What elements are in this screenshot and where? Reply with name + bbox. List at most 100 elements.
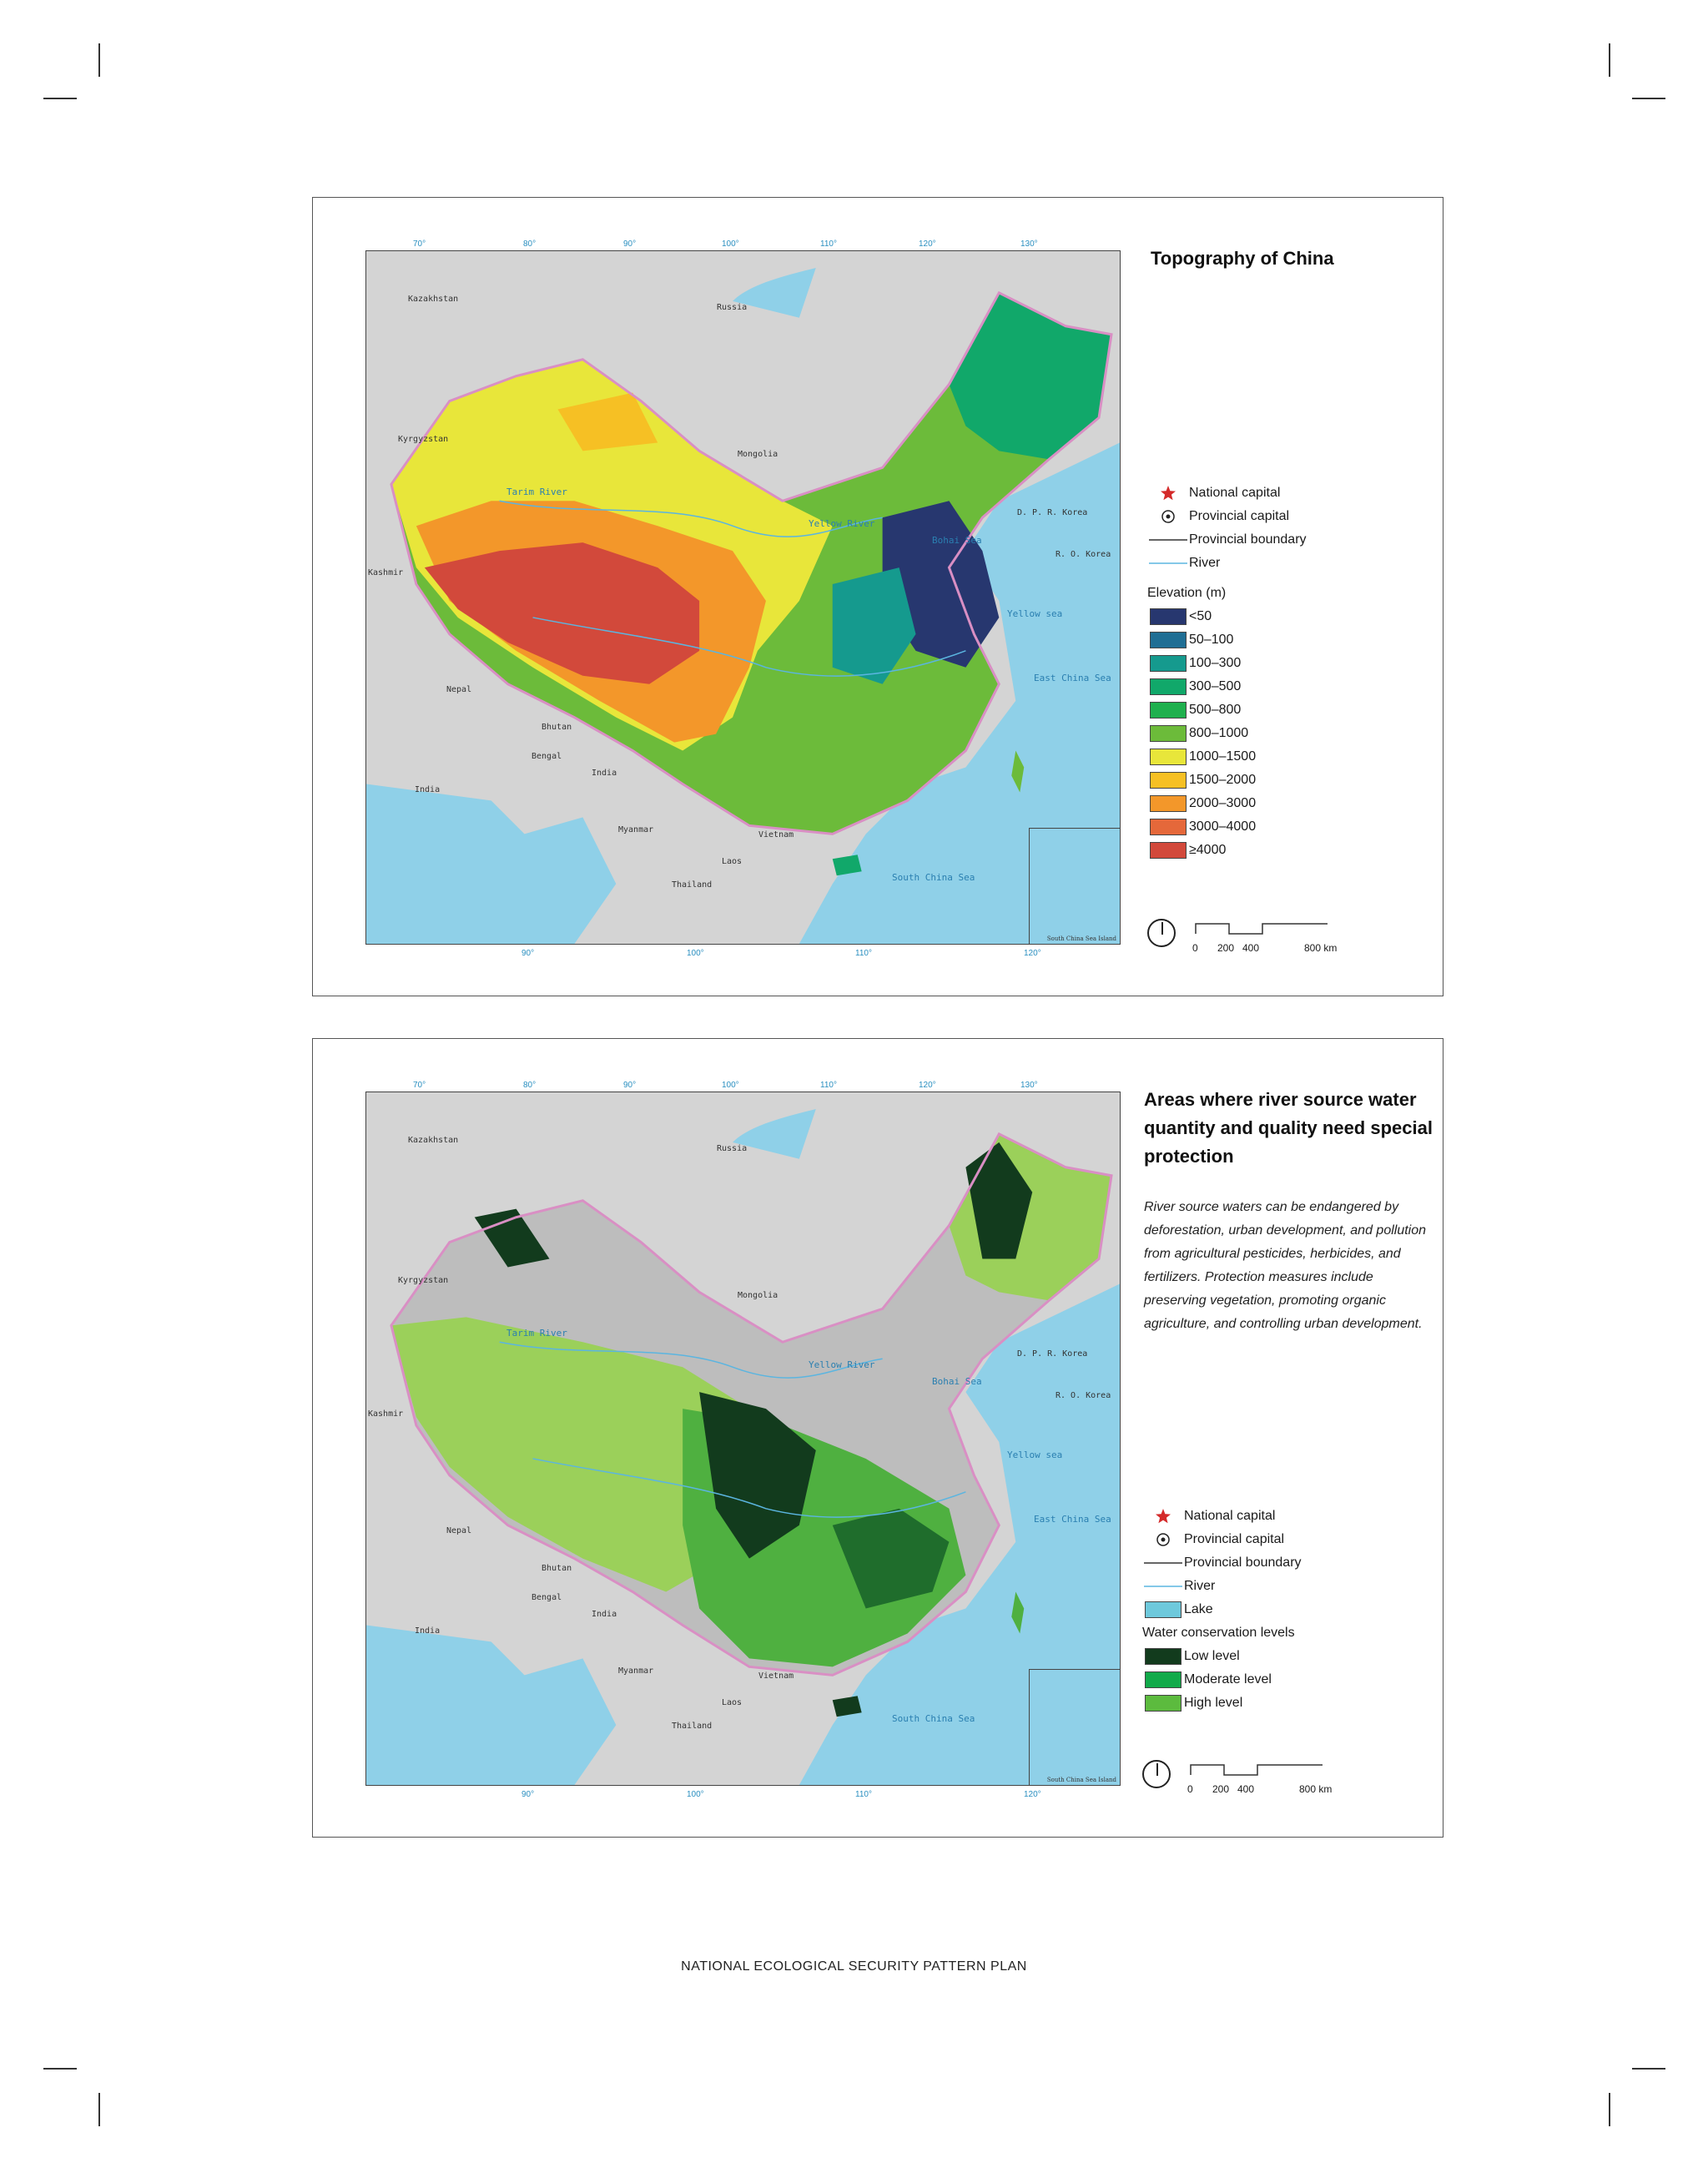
legend-label: Provincial capital [1189, 509, 1290, 523]
lon-tick: 110° [855, 1790, 872, 1799]
legend-class-item: Moderate level [1142, 1668, 1418, 1692]
scale-bar-graphic [1190, 1764, 1323, 1776]
star-icon [1142, 1508, 1184, 1525]
legend-class-label: 2000–3000 [1189, 796, 1257, 810]
country-label: Nepal [446, 685, 472, 694]
topography-panel: 70° 80° 90° 100° 110° 120° 130° 90° 100°… [312, 197, 1443, 996]
lon-tick: 70° [413, 239, 426, 249]
country-label: Kazakhstan [408, 295, 459, 304]
inset-label: South China Sea Island [1046, 935, 1116, 942]
country-label: R. O. Korea [1056, 550, 1111, 559]
country-label: India [592, 1610, 617, 1619]
country-label: Thailand [672, 880, 713, 890]
legend-label: River [1184, 1579, 1216, 1593]
legend-label: River [1189, 556, 1221, 570]
legend-swatch [1147, 632, 1189, 648]
lon-tick: 120° [919, 1081, 936, 1090]
legend-swatch [1147, 772, 1189, 789]
topography-map: Kazakhstan Russia Kyrgyzstan Mongolia Ka… [365, 250, 1121, 945]
lon-tick: 120° [1024, 949, 1041, 958]
crop-mark [1609, 43, 1610, 77]
sea-label: Bohai Sea [932, 1376, 982, 1387]
legend-swatch [1147, 678, 1189, 695]
legend-class-item: 1000–1500 [1147, 745, 1423, 769]
lon-tick: 130° [1020, 1081, 1038, 1090]
lon-tick: 80° [523, 239, 537, 249]
scale-tick: 200 [1212, 1783, 1230, 1795]
legend-class-label: 1500–2000 [1189, 773, 1257, 787]
lon-tick: 100° [687, 949, 704, 958]
sea-label: South China Sea [892, 1713, 975, 1724]
legend-heading: Elevation (m) [1147, 586, 1227, 600]
crop-mark [98, 2093, 100, 2126]
water-conservation-panel: 70° 80° 90° 100° 110° 120° 130° 90° 100°… [312, 1038, 1443, 1838]
legend-heading: Water conservation levels [1142, 1626, 1295, 1640]
lon-tick: 90° [623, 239, 637, 249]
lon-tick: 100° [687, 1790, 704, 1799]
lon-tick: 110° [820, 1081, 837, 1090]
legend-swatch [1147, 608, 1189, 625]
page-footer: NATIONAL ECOLOGICAL SECURITY PATTERN PLA… [681, 1959, 1027, 1974]
country-label: India [592, 769, 617, 778]
legend-class-item: 2000–3000 [1147, 792, 1423, 815]
country-label: Mongolia [738, 450, 778, 459]
country-label: India [415, 1626, 441, 1636]
boundary-line-icon [1142, 1560, 1184, 1565]
country-label: Laos [722, 1698, 743, 1707]
river-label: Tarim River [506, 487, 567, 497]
map-title: Areas where river source water quantity … [1144, 1089, 1433, 1167]
north-arrow-icon [1142, 1760, 1171, 1788]
river-label: Tarim River [506, 1328, 567, 1339]
lon-tick: 120° [1024, 1790, 1041, 1799]
legend-item: Provincial boundary [1142, 1551, 1418, 1575]
country-label: Mongolia [738, 1291, 778, 1300]
country-label: Bengal [532, 752, 562, 761]
country-label: R. O. Korea [1056, 1391, 1111, 1400]
water-legend: National capital Provincial capital Prov… [1142, 1505, 1418, 1715]
sea-label: East China Sea [1034, 1514, 1111, 1525]
legend-swatch [1147, 655, 1189, 672]
country-label: Bhutan [542, 723, 572, 732]
legend-class-item: ≥4000 [1147, 839, 1423, 862]
boundary-line-icon [1147, 537, 1189, 542]
legend-class-label: High level [1184, 1696, 1243, 1710]
scale-tick: 400 [1237, 1783, 1255, 1795]
country-label: India [415, 785, 441, 794]
scale-tick: 0 [1187, 1783, 1193, 1795]
scale-bar-graphic [1195, 923, 1328, 935]
river-label: Yellow River [809, 1359, 875, 1370]
legend-class-label: 800–1000 [1189, 726, 1249, 740]
legend-class-item: 50–100 [1147, 628, 1423, 652]
scale-bar: 0 200 400 800 km [1142, 1760, 1359, 1802]
topography-legend: National capital Provincial capital Prov… [1147, 481, 1423, 862]
legend-swatch [1142, 1671, 1184, 1688]
legend-class-label: 1000–1500 [1189, 749, 1257, 764]
country-label: Russia [717, 1144, 748, 1153]
legend-class-item: Low level [1142, 1645, 1418, 1668]
water-title-block: Areas where river source water quantity … [1144, 1086, 1433, 1336]
lon-tick: 100° [722, 239, 739, 249]
legend-label: National capital [1189, 486, 1281, 500]
crop-mark [43, 98, 77, 99]
legend-item: River [1142, 1575, 1418, 1598]
country-label: D. P. R. Korea [1017, 1349, 1088, 1359]
lon-tick: 110° [855, 949, 872, 958]
country-label: Laos [722, 857, 743, 866]
legend-class-label: 50–100 [1189, 633, 1234, 647]
legend-label: Provincial boundary [1184, 1555, 1302, 1570]
legend-class-label: 3000–4000 [1189, 819, 1257, 834]
legend-class-label: 300–500 [1189, 679, 1242, 693]
topography-map-svg [366, 251, 1120, 944]
country-label: Kyrgyzstan [398, 435, 449, 444]
south-china-sea-inset: South China Sea Island [1029, 1669, 1120, 1785]
topography-title-block: Topography of China [1151, 245, 1434, 273]
map-description: River source waters can be endangered by… [1144, 1200, 1427, 1331]
legend-label: National capital [1184, 1509, 1276, 1523]
legend-label: Provincial capital [1184, 1532, 1285, 1546]
star-icon [1147, 485, 1189, 502]
lon-tick: 110° [820, 239, 837, 249]
legend-item: Lake [1142, 1598, 1418, 1621]
scale-bar: 0 200 400 800 km [1147, 919, 1364, 960]
legend-swatch [1147, 749, 1189, 765]
inset-label: South China Sea Island [1046, 1777, 1116, 1783]
